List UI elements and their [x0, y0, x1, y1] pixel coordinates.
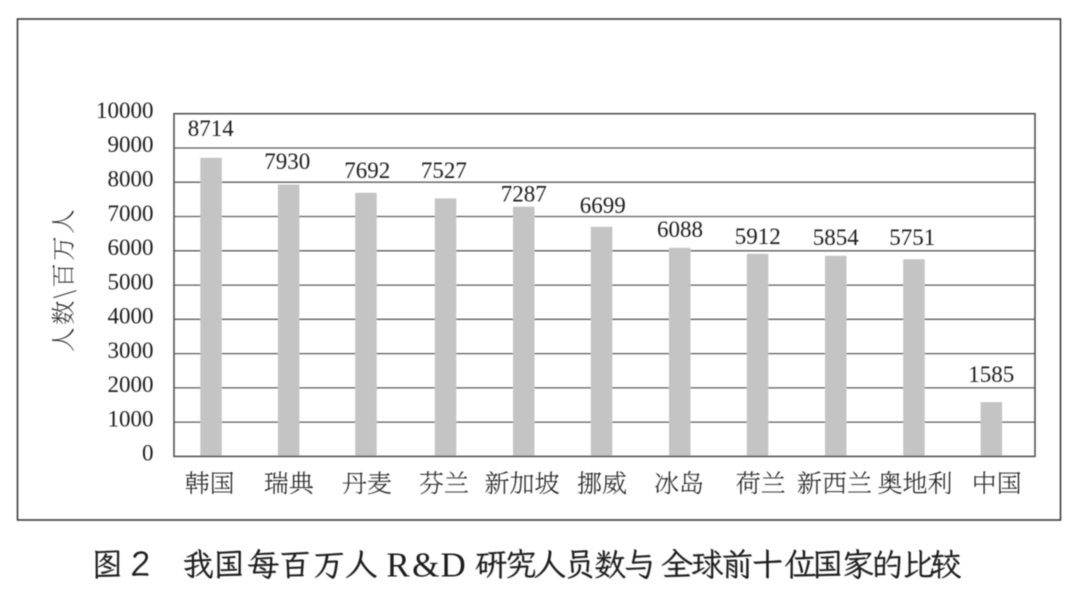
- svg-text:5000: 5000: [108, 269, 154, 294]
- svg-text:7930: 7930: [264, 149, 310, 174]
- svg-text:7692: 7692: [344, 158, 390, 183]
- svg-text:9000: 9000: [108, 132, 154, 157]
- svg-text:1585: 1585: [968, 362, 1014, 387]
- svg-text:6000: 6000: [108, 235, 154, 260]
- svg-text:7000: 7000: [108, 201, 154, 226]
- svg-text:8000: 8000: [108, 167, 154, 192]
- svg-text:&: &: [412, 545, 439, 584]
- svg-text:R: R: [386, 545, 410, 584]
- svg-text:5854: 5854: [813, 225, 860, 250]
- svg-text:1000: 1000: [108, 406, 154, 431]
- svg-text:0: 0: [142, 441, 154, 466]
- svg-text:8714: 8714: [188, 116, 235, 141]
- svg-text:D: D: [441, 545, 466, 584]
- svg-text:6088: 6088: [657, 217, 703, 242]
- svg-text:7287: 7287: [501, 181, 547, 206]
- svg-text:3000: 3000: [108, 338, 154, 363]
- svg-text:4000: 4000: [108, 304, 154, 329]
- svg-text:7527: 7527: [421, 158, 467, 183]
- svg-text:5751: 5751: [889, 225, 935, 250]
- svg-text:5912: 5912: [735, 224, 781, 249]
- svg-text:10000: 10000: [96, 98, 154, 123]
- svg-text:2000: 2000: [108, 372, 154, 397]
- svg-text:6699: 6699: [580, 193, 626, 218]
